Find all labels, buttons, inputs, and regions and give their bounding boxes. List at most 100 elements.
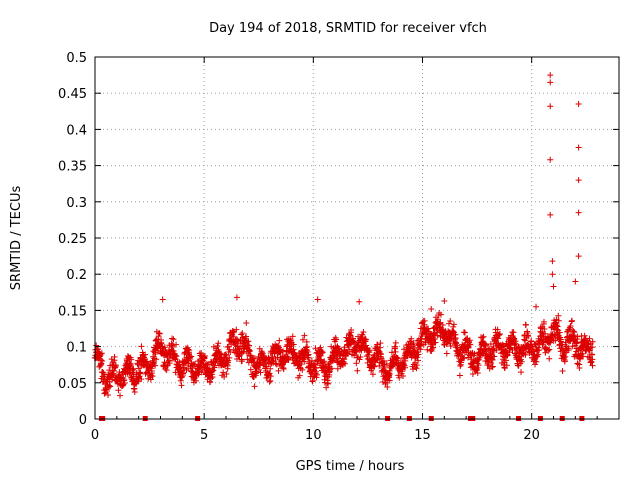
- data-point-outlier: [356, 298, 363, 305]
- data-point: [131, 389, 138, 396]
- data-point: [434, 316, 441, 323]
- data-point: [415, 357, 422, 364]
- data-point-outlier: [550, 283, 557, 290]
- data-point: [589, 362, 596, 369]
- data-point: [138, 376, 145, 383]
- data-point: [353, 348, 360, 355]
- data-point: [138, 343, 145, 350]
- data-point: [312, 364, 319, 371]
- data-point: [555, 312, 562, 319]
- data-point: [496, 331, 503, 338]
- data-point: [528, 337, 535, 344]
- data-point: [299, 336, 306, 343]
- data-point: [445, 320, 452, 327]
- data-point: [469, 370, 476, 377]
- y-tick-label: 0.4: [66, 123, 87, 138]
- data-point: [359, 332, 366, 339]
- data-point: [164, 362, 171, 369]
- data-point: [363, 353, 370, 360]
- x-tick-labels: 0 5 10 15 20: [91, 428, 540, 443]
- y-tick-label: 0.45: [58, 87, 87, 102]
- x-tick-label: 5: [200, 428, 208, 443]
- y-axis-label: SRMTID / TECUs: [9, 186, 24, 291]
- data-point: [225, 357, 232, 364]
- data-point: [184, 357, 191, 364]
- data-point: [380, 357, 387, 364]
- data-point: [482, 342, 489, 349]
- data-point: [173, 353, 180, 360]
- data-point: [276, 337, 283, 344]
- data-point: [319, 349, 326, 356]
- data-point: [312, 345, 319, 352]
- data-point-outlier: [575, 209, 582, 216]
- y-tick-labels: 0 0.05 0.1 0.15 0.2 0.25 0.3 0.35 0.4 0.45 0.5: [58, 51, 87, 428]
- data-point: [392, 343, 399, 350]
- data-point: [185, 346, 192, 353]
- y-tick-label: 0.05: [58, 377, 87, 392]
- data-point: [430, 344, 437, 351]
- data-point: [425, 325, 432, 332]
- data-point: [354, 367, 361, 374]
- data-point: [360, 328, 367, 335]
- data-point: [392, 348, 399, 355]
- data-point: [576, 365, 583, 372]
- data-point: [494, 326, 501, 333]
- data-point: [97, 351, 104, 358]
- data-point: [577, 355, 584, 362]
- data-point: [170, 348, 177, 355]
- data-point: [509, 347, 516, 354]
- data-point: [299, 366, 306, 373]
- data-point: [328, 365, 335, 372]
- data-point: [172, 352, 179, 359]
- data-point: [535, 351, 542, 358]
- data-point: [220, 369, 227, 376]
- data-point: [239, 334, 246, 341]
- data-point: [474, 370, 481, 377]
- data-point: [341, 360, 348, 367]
- data-point: [211, 364, 218, 371]
- data-point-outlier: [547, 79, 554, 86]
- data-point: [216, 350, 223, 357]
- data-point: [257, 369, 264, 376]
- y-tick-label: 0.35: [58, 160, 87, 175]
- y-tick-label: 0.5: [66, 51, 87, 66]
- data-point: [129, 366, 136, 373]
- data-point: [313, 371, 320, 378]
- data-point: [99, 357, 106, 364]
- data-point: [487, 341, 494, 348]
- data-point: [569, 317, 576, 324]
- data-point: [240, 348, 247, 355]
- data-point: [318, 356, 325, 363]
- data-point: [589, 356, 596, 363]
- data-point: [156, 330, 163, 337]
- data-point: [170, 336, 177, 343]
- data-point: [98, 350, 105, 357]
- data-point: [579, 350, 586, 357]
- x-tick-label: 15: [414, 428, 431, 443]
- data-point: [266, 370, 273, 377]
- data-point: [586, 335, 593, 342]
- data-point: [325, 380, 332, 387]
- data-point: [243, 320, 250, 327]
- data-point: [546, 346, 553, 353]
- data-point: [461, 329, 468, 336]
- data-point: [115, 387, 122, 394]
- data-point-outlier: [549, 258, 556, 265]
- data-point: [400, 373, 407, 380]
- data-point: [335, 345, 342, 352]
- data-point: [224, 365, 231, 372]
- data-point: [477, 345, 484, 352]
- data-point: [154, 336, 161, 343]
- data-point: [247, 366, 254, 373]
- data-point: [458, 359, 465, 366]
- data-point: [333, 336, 340, 343]
- data-point-outlier: [547, 72, 554, 79]
- data-point: [386, 377, 393, 384]
- data-point: [500, 342, 507, 349]
- data-point: [559, 368, 566, 374]
- data-point: [103, 384, 110, 391]
- data-point: [588, 359, 595, 366]
- data-point-outlier: [428, 305, 435, 312]
- data-point: [158, 340, 165, 347]
- data-point: [317, 344, 324, 351]
